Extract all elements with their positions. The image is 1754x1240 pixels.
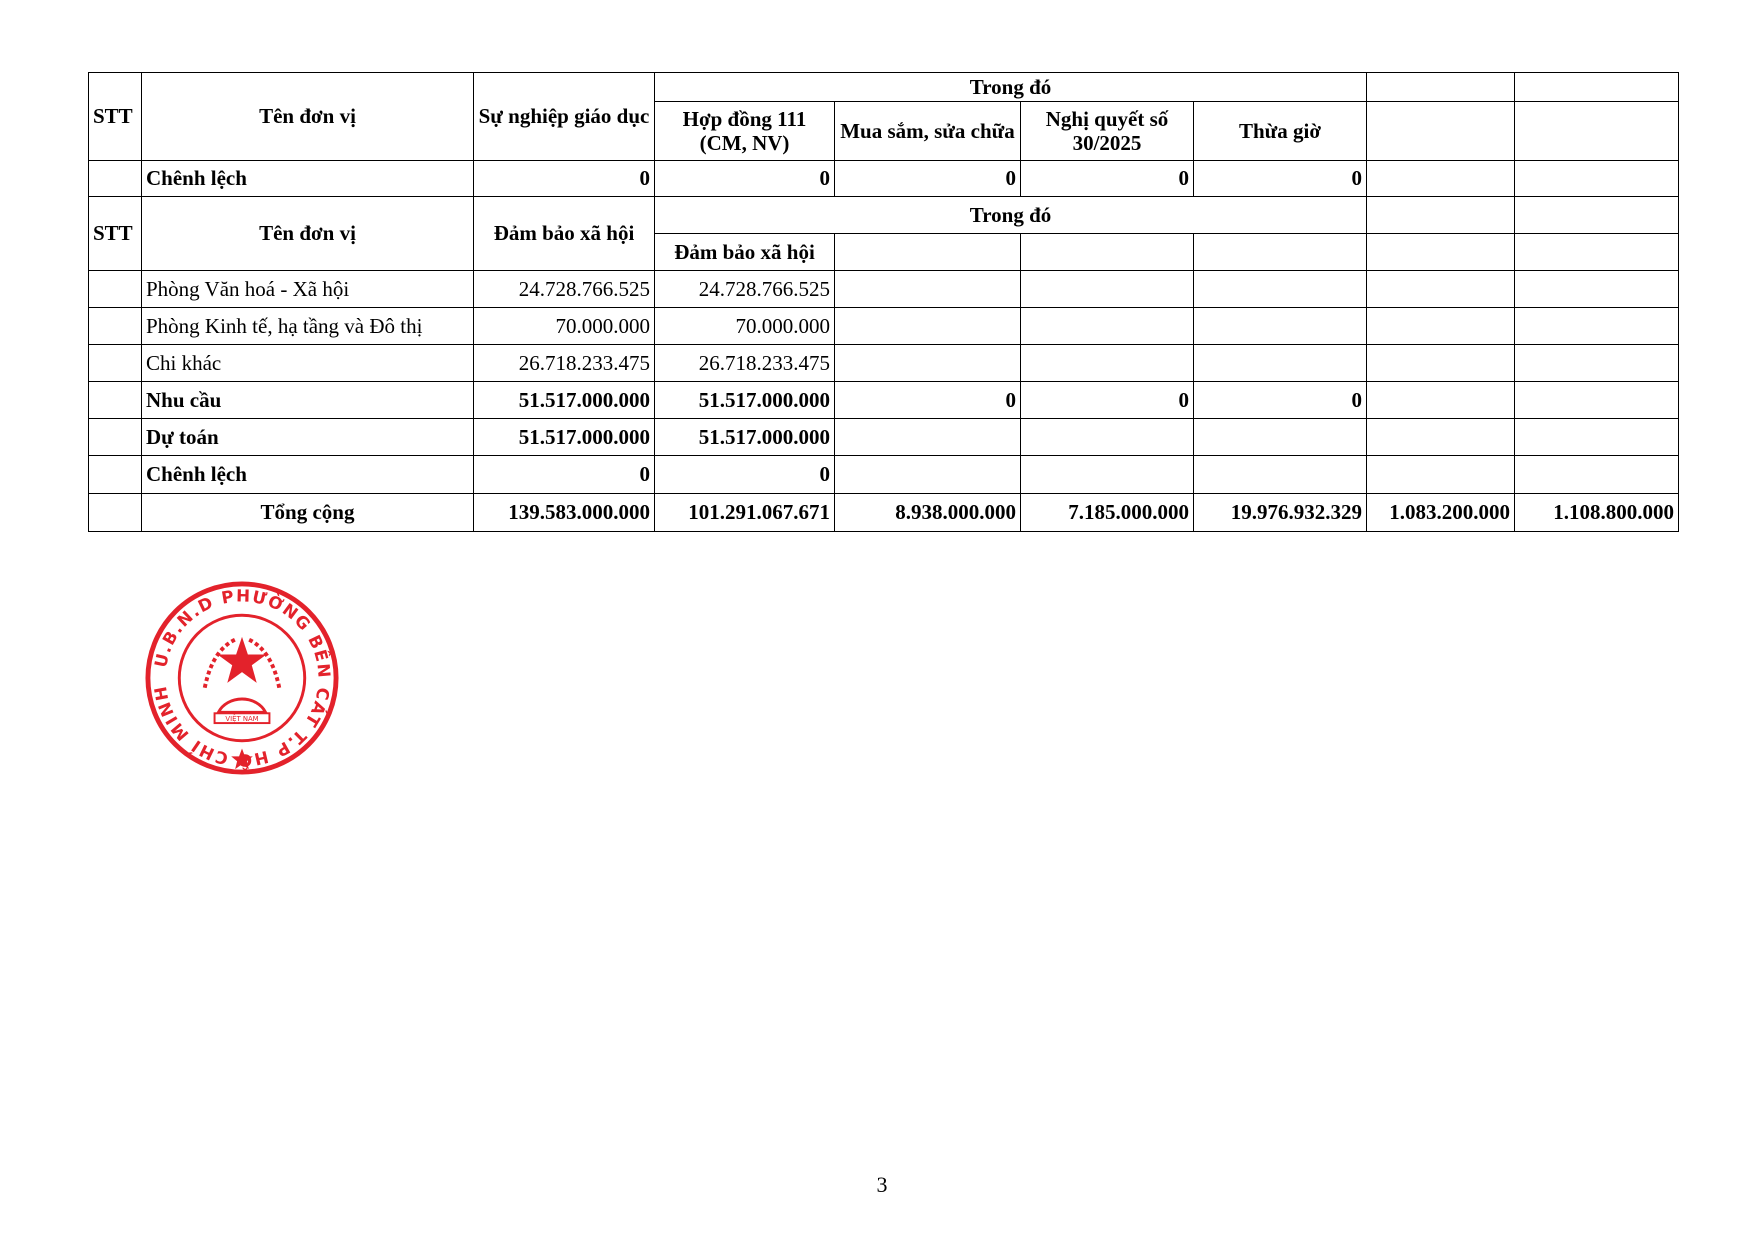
cell-value: 0 bbox=[473, 160, 655, 197]
row-label: Chênh lệch bbox=[141, 455, 474, 494]
sub-header: Hợp đồng 111 (CM, NV) bbox=[654, 101, 835, 161]
empty-cell bbox=[1020, 233, 1194, 271]
total-row: Tổng cộng 139.583.000.000 101.291.067.67… bbox=[88, 493, 1679, 532]
row-label: Phòng Kinh tế, hạ tầng và Đô thị bbox=[141, 307, 474, 345]
empty-cell bbox=[1366, 72, 1515, 102]
cell-value: 51.517.000.000 bbox=[473, 418, 655, 456]
seal-emblem-text: VIỆT NAM bbox=[225, 714, 258, 723]
cell-value: 70.000.000 bbox=[654, 307, 835, 345]
budget-table: STT Tên đơn vị Sự nghiệp giáo dục Trong … bbox=[88, 72, 1679, 532]
empty-cell bbox=[1366, 196, 1515, 234]
empty-cell bbox=[88, 381, 142, 419]
stt-header: STT bbox=[88, 196, 142, 271]
estimate-row: Dự toán 51.517.000.000 51.517.000.000 bbox=[88, 418, 1679, 456]
empty-cell bbox=[1514, 233, 1679, 271]
cell-value: 1.108.800.000 bbox=[1514, 493, 1679, 532]
sub-header: Mua sắm, sửa chữa bbox=[834, 101, 1021, 161]
cell-value: 24.728.766.525 bbox=[654, 270, 835, 308]
table-row: Chênh lệch 0 0 0 0 0 bbox=[88, 160, 1679, 197]
seal-ring-text: U.B.N.D PHƯỜNG BẾN CÁT T.P HỒ CHÍ MINH bbox=[151, 586, 333, 772]
empty-cell bbox=[88, 307, 142, 345]
empty-cell bbox=[88, 418, 142, 456]
cell-value: 101.291.067.671 bbox=[654, 493, 835, 532]
cell-value: 0 bbox=[834, 381, 1021, 419]
cell-value: 0 bbox=[1193, 381, 1367, 419]
row-label: Phòng Văn hoá - Xã hội bbox=[141, 270, 474, 308]
row-label: Chi khác bbox=[141, 344, 474, 382]
cell-value: 0 bbox=[473, 455, 655, 494]
empty-cell bbox=[1514, 101, 1679, 161]
empty-cell bbox=[1514, 160, 1679, 197]
empty-cell bbox=[1366, 233, 1515, 271]
svg-text:U.B.N.D PHƯỜNG BẾN CÁT T.P HỒ: U.B.N.D PHƯỜNG BẾN CÁT T.P HỒ CHÍ MINH bbox=[151, 586, 334, 772]
cell-value: 139.583.000.000 bbox=[473, 493, 655, 532]
sub-header: Đảm bảo xã hội bbox=[654, 233, 835, 271]
cell-value: 0 bbox=[654, 455, 835, 494]
empty-cell bbox=[1514, 72, 1679, 102]
table-row: Chi khác 26.718.233.475 26.718.233.475 bbox=[88, 344, 1679, 382]
empty-cell bbox=[1366, 101, 1515, 161]
empty-cell bbox=[1193, 233, 1367, 271]
cell-value: 24.728.766.525 bbox=[473, 270, 655, 308]
social-header: Đảm bảo xã hội bbox=[473, 196, 655, 271]
cell-value: 0 bbox=[1020, 381, 1194, 419]
star-icon bbox=[231, 748, 253, 770]
page-number: 3 bbox=[876, 1172, 888, 1197]
empty-cell bbox=[834, 233, 1021, 271]
row-label: Nhu cầu bbox=[141, 381, 474, 419]
cell-value: 19.976.932.329 bbox=[1193, 493, 1367, 532]
need-row: Nhu cầu 51.517.000.000 51.517.000.000 0 … bbox=[88, 381, 1679, 419]
unit-name-header: Tên đơn vị bbox=[141, 72, 474, 161]
cell-value: 26.718.233.475 bbox=[473, 344, 655, 382]
cell-value: 7.185.000.000 bbox=[1020, 493, 1194, 532]
cell-value: 8.938.000.000 bbox=[834, 493, 1021, 532]
cell-value: 70.000.000 bbox=[473, 307, 655, 345]
empty-cell bbox=[88, 455, 142, 494]
official-seal-stamp: U.B.N.D PHƯỜNG BẾN CÁT T.P HỒ CHÍ MINH V… bbox=[145, 581, 339, 775]
row-label: Dự toán bbox=[141, 418, 474, 456]
cell-value: 51.517.000.000 bbox=[473, 381, 655, 419]
table-row: Phòng Văn hoá - Xã hội 24.728.766.525 24… bbox=[88, 270, 1679, 308]
difference-row: Chênh lệch 0 0 bbox=[88, 455, 1679, 494]
empty-cell bbox=[88, 160, 142, 197]
sub-header: Nghị quyết số 30/2025 bbox=[1020, 101, 1194, 161]
cell-value: 0 bbox=[1020, 160, 1194, 197]
unit-name-header: Tên đơn vị bbox=[141, 196, 474, 271]
cell-value: 0 bbox=[834, 160, 1021, 197]
cell-value: 26.718.233.475 bbox=[654, 344, 835, 382]
star-icon bbox=[217, 636, 267, 683]
education-header: Sự nghiệp giáo dục bbox=[473, 72, 655, 161]
cell-value: 51.517.000.000 bbox=[654, 381, 835, 419]
stt-header: STT bbox=[88, 72, 142, 161]
row-label: Tổng cộng bbox=[141, 493, 474, 532]
empty-cell bbox=[88, 270, 142, 308]
row-label: Chênh lệch bbox=[141, 160, 474, 197]
group-header: Trong đó bbox=[654, 196, 1367, 234]
empty-cell bbox=[1366, 160, 1515, 197]
table-row: Phòng Kinh tế, hạ tầng và Đô thị 70.000.… bbox=[88, 307, 1679, 345]
empty-cell bbox=[88, 344, 142, 382]
cell-value: 0 bbox=[654, 160, 835, 197]
cell-value: 51.517.000.000 bbox=[654, 418, 835, 456]
empty-cell bbox=[1514, 196, 1679, 234]
cell-value: 1.083.200.000 bbox=[1366, 493, 1515, 532]
empty-cell bbox=[88, 493, 142, 532]
group-header: Trong đó bbox=[654, 72, 1367, 102]
sub-header: Thừa giờ bbox=[1193, 101, 1367, 161]
cell-value: 0 bbox=[1193, 160, 1367, 197]
